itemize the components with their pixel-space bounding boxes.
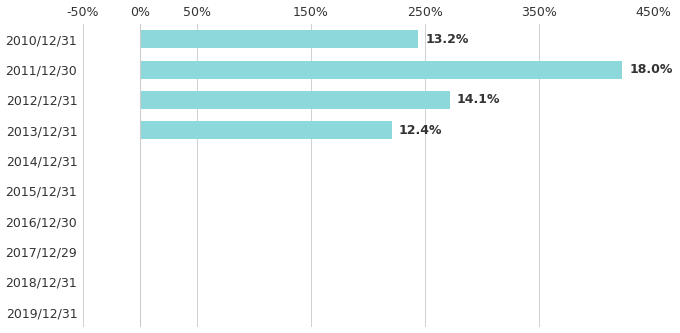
Text: 18.0%: 18.0% [629, 63, 673, 76]
Bar [140, 30, 418, 48]
Text: 13.2%: 13.2% [425, 33, 469, 46]
Bar [140, 61, 622, 79]
Bar [140, 91, 450, 109]
Text: 12.4%: 12.4% [399, 124, 442, 137]
Text: 14.1%: 14.1% [457, 94, 500, 107]
Bar [140, 121, 392, 140]
